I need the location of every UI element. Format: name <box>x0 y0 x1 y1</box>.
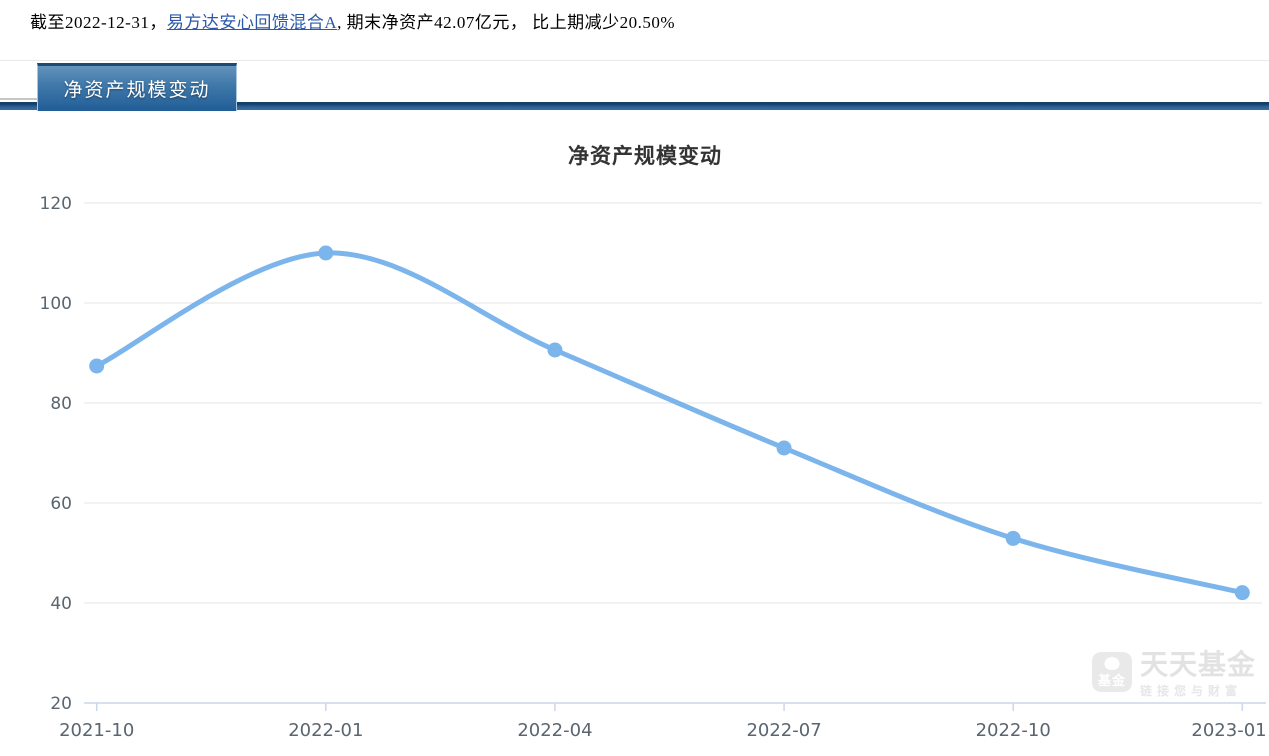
summary-line: 截至2022-12-31，易方达安心回馈混合A, 期末净资产42.07亿元， 比… <box>30 8 675 33</box>
x-axis-tick-label: 2022-10 <box>976 720 1051 741</box>
x-axis-tick-label: 2022-07 <box>746 720 821 741</box>
data-point-marker[interactable] <box>1234 585 1250 601</box>
fund-name-link[interactable]: 易方达安心回馈混合A <box>166 13 338 32</box>
net-asset-chart-container: 净资产规模变动 120 100 80 60 40 20 2021-10 2022-01 2022… <box>0 110 1269 756</box>
tab-label: 净资产规模变动 <box>63 80 211 101</box>
y-axis-tick-label: 120 <box>40 194 72 214</box>
x-axis-tick-label: 2022-04 <box>517 720 592 741</box>
y-axis-tick-label: 40 <box>50 594 72 614</box>
y-axis-tick-label: 100 <box>40 294 72 314</box>
data-point-marker[interactable] <box>776 440 792 456</box>
tab-net-asset-scale[interactable]: 净资产规模变动 <box>37 63 237 111</box>
summary-prefix: 截至2022-12-31， <box>30 13 167 32</box>
y-axis-tick-label: 20 <box>50 694 72 714</box>
y-axis-tick-label: 60 <box>50 494 72 514</box>
data-point-marker[interactable] <box>318 245 334 261</box>
y-axis-tick-label: 80 <box>50 394 72 414</box>
x-axis-tick-label: 2022-01 <box>288 720 363 741</box>
tab-strip-bottom-bar <box>0 102 1269 111</box>
data-point-marker[interactable] <box>1005 530 1021 546</box>
net-asset-line-chart: 120 100 80 60 40 20 2021-10 2022-01 2022-04 2022-… <box>40 194 1267 741</box>
x-axis-tick-label: 2023-01 <box>1191 720 1266 741</box>
tab-strip-left-edge <box>0 98 37 102</box>
chart-title: 净资产规模变动 <box>568 145 722 168</box>
data-point-marker[interactable] <box>89 358 105 374</box>
summary-suffix: , 期末净资产42.07亿元， 比上期减少20.50% <box>337 13 676 32</box>
net-asset-series-line <box>94 250 1245 596</box>
x-axis-tick-label: 2021-10 <box>59 720 134 741</box>
data-point-marker[interactable] <box>547 342 563 358</box>
tab-strip: 净资产规模变动 <box>0 60 1269 111</box>
